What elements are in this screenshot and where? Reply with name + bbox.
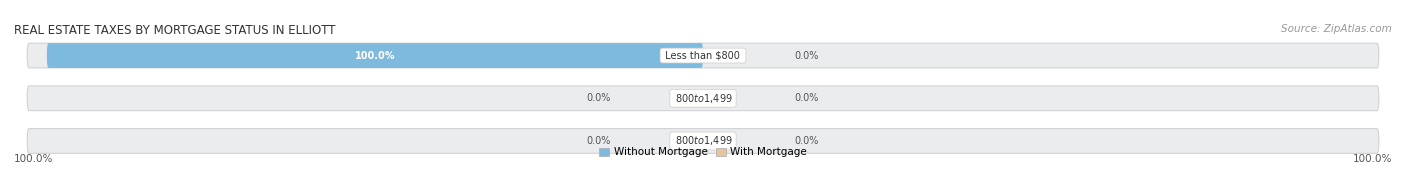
Text: $800 to $1,499: $800 to $1,499: [672, 92, 734, 105]
Text: REAL ESTATE TAXES BY MORTGAGE STATUS IN ELLIOTT: REAL ESTATE TAXES BY MORTGAGE STATUS IN …: [14, 24, 336, 37]
Text: Less than $800: Less than $800: [662, 51, 744, 61]
FancyBboxPatch shape: [46, 43, 703, 68]
Text: 100.0%: 100.0%: [1353, 154, 1392, 164]
Text: 0.0%: 0.0%: [794, 136, 820, 146]
Text: 100.0%: 100.0%: [354, 51, 395, 61]
Text: $800 to $1,499: $800 to $1,499: [672, 134, 734, 147]
FancyBboxPatch shape: [27, 86, 1379, 111]
Text: 0.0%: 0.0%: [794, 51, 820, 61]
Text: 100.0%: 100.0%: [14, 154, 53, 164]
FancyBboxPatch shape: [27, 43, 1379, 68]
FancyBboxPatch shape: [27, 129, 1379, 153]
Text: Source: ZipAtlas.com: Source: ZipAtlas.com: [1281, 24, 1392, 34]
Text: 0.0%: 0.0%: [794, 93, 820, 103]
Text: 0.0%: 0.0%: [586, 93, 612, 103]
Text: 0.0%: 0.0%: [586, 136, 612, 146]
Legend: Without Mortgage, With Mortgage: Without Mortgage, With Mortgage: [595, 143, 811, 161]
